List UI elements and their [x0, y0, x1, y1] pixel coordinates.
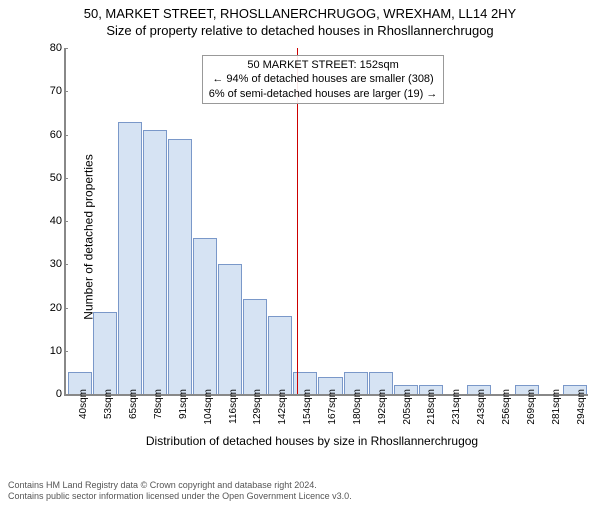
histogram-bar	[118, 122, 142, 394]
x-tick: 91sqm	[178, 389, 189, 419]
x-tick: 218sqm	[426, 389, 437, 425]
x-axis-label: Distribution of detached houses by size …	[36, 434, 588, 448]
histogram-bar	[168, 139, 192, 394]
x-tick: 53sqm	[103, 389, 114, 419]
histogram-bar	[143, 130, 167, 394]
y-tick: 30	[34, 258, 62, 270]
x-tick: 281sqm	[551, 389, 562, 425]
x-tick: 294sqm	[576, 389, 587, 425]
x-tick: 129sqm	[252, 389, 263, 425]
x-tick: 256sqm	[501, 389, 512, 425]
annotation-box: 50 MARKET STREET: 152sqm← 94% of detache…	[202, 55, 445, 104]
chart-container: Number of detached properties 0102030405…	[36, 48, 588, 426]
histogram-bar	[218, 264, 242, 394]
histogram-bar	[193, 238, 217, 394]
x-tick: 231sqm	[451, 389, 462, 425]
title-address: 50, MARKET STREET, RHOSLLANERCHRUGOG, WR…	[0, 6, 600, 21]
x-tick: 40sqm	[78, 389, 89, 419]
x-tick: 154sqm	[302, 389, 313, 425]
x-tick: 116sqm	[228, 389, 239, 424]
annotation-line: 6% of semi-detached houses are larger (1…	[209, 87, 438, 101]
x-tick: 205sqm	[402, 389, 413, 425]
annotation-line: 50 MARKET STREET: 152sqm	[209, 58, 438, 72]
x-tick: 243sqm	[476, 389, 487, 425]
footer-line-2: Contains public sector information licen…	[8, 491, 592, 502]
y-tick: 0	[34, 388, 62, 400]
y-tick: 10	[34, 345, 62, 357]
y-tick: 40	[34, 215, 62, 227]
y-tick: 20	[34, 302, 62, 314]
plot-area: 0102030405060708040sqm53sqm65sqm78sqm91s…	[64, 48, 588, 396]
x-tick: 104sqm	[203, 389, 214, 425]
y-tick: 80	[34, 42, 62, 54]
annotation-line: ← 94% of detached houses are smaller (30…	[209, 72, 438, 86]
histogram-bar	[268, 316, 292, 394]
x-tick: 65sqm	[128, 389, 139, 419]
x-tick: 192sqm	[377, 389, 388, 425]
x-tick: 269sqm	[526, 389, 537, 425]
x-tick: 167sqm	[327, 389, 338, 425]
y-tick: 50	[34, 172, 62, 184]
x-tick: 78sqm	[153, 389, 164, 419]
histogram-bar	[93, 312, 117, 394]
footer-attribution: Contains HM Land Registry data © Crown c…	[8, 480, 592, 503]
title-subtitle: Size of property relative to detached ho…	[0, 23, 600, 38]
x-tick: 142sqm	[277, 389, 288, 425]
x-tick: 180sqm	[352, 389, 363, 425]
footer-line-1: Contains HM Land Registry data © Crown c…	[8, 480, 592, 491]
histogram-bar	[243, 299, 267, 394]
y-tick: 70	[34, 85, 62, 97]
y-tick: 60	[34, 129, 62, 141]
